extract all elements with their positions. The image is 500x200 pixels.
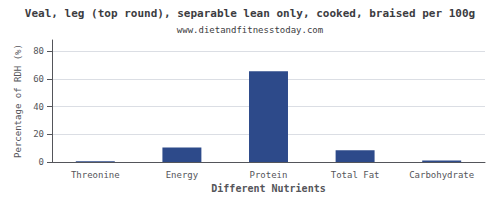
svg-text:40: 40 bbox=[33, 102, 44, 112]
svg-text:0: 0 bbox=[39, 157, 44, 167]
svg-text:Carbohydrate: Carbohydrate bbox=[409, 170, 474, 180]
svg-text:80: 80 bbox=[33, 46, 44, 56]
svg-text:60: 60 bbox=[33, 74, 44, 84]
svg-text:www.dietandfitnesstoday.com: www.dietandfitnesstoday.com bbox=[177, 25, 323, 35]
svg-text:Threonine: Threonine bbox=[71, 170, 120, 180]
svg-text:Percentage of RDH (%): Percentage of RDH (%) bbox=[13, 44, 23, 158]
svg-text:Veal, leg (top round), separab: Veal, leg (top round), separable lean on… bbox=[25, 7, 475, 20]
svg-text:Total Fat: Total Fat bbox=[331, 170, 380, 180]
svg-text:Different Nutrients: Different Nutrients bbox=[211, 183, 325, 194]
svg-text:Protein: Protein bbox=[250, 170, 288, 180]
svg-text:20: 20 bbox=[33, 129, 44, 139]
svg-text:Energy: Energy bbox=[166, 170, 199, 180]
